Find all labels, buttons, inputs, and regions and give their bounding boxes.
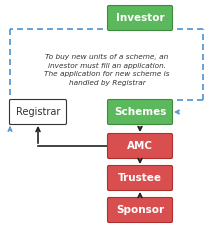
Text: To buy new units of a scheme, an
investor must fill an application.
The applicat: To buy new units of a scheme, an investo… [44,54,170,86]
FancyBboxPatch shape [108,165,172,190]
FancyBboxPatch shape [9,99,67,125]
FancyBboxPatch shape [108,5,172,31]
FancyBboxPatch shape [108,197,172,223]
Text: Registrar: Registrar [16,107,60,117]
FancyBboxPatch shape [108,99,172,125]
Text: AMC: AMC [127,141,153,151]
Text: Investor: Investor [116,13,164,23]
FancyBboxPatch shape [108,134,172,158]
Text: Trustee: Trustee [118,173,162,183]
Text: Sponsor: Sponsor [116,205,164,215]
Text: Schemes: Schemes [114,107,166,117]
